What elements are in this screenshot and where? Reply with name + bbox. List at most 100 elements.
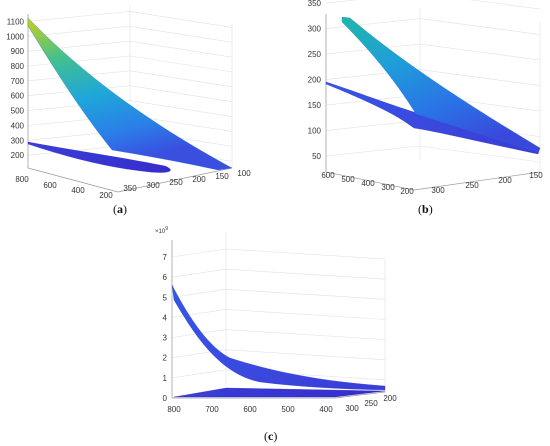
x-tick-label: 600 bbox=[43, 181, 57, 190]
grid-line bbox=[325, 145, 421, 157]
y-tick-label: 250 bbox=[169, 178, 183, 187]
x-tick-label: 800 bbox=[15, 175, 29, 184]
z-grid-c bbox=[171, 248, 386, 381]
z-tick-label: 50 bbox=[312, 152, 321, 161]
grid-line bbox=[225, 349, 386, 361]
grid-line bbox=[27, 55, 131, 67]
grid-line bbox=[225, 268, 386, 280]
z-tick-label: 500 bbox=[11, 107, 25, 116]
x-tick-label: 400 bbox=[71, 186, 85, 195]
y-tick-label: 250 bbox=[465, 181, 479, 190]
z-ticks-a: 200 300 400 500 600 700 800 900 1000 1100 bbox=[6, 17, 24, 160]
grid-line bbox=[419, 69, 541, 86]
y-tick-label: 200 bbox=[192, 175, 206, 184]
y-tick-label: 100 bbox=[237, 169, 251, 178]
lower-surface-c bbox=[173, 387, 386, 398]
x-ticks-a: 800 600 400 200 bbox=[15, 175, 113, 200]
x-ticks-b: 600 500 400 300 200 bbox=[321, 171, 414, 196]
z-tick-label: 3 bbox=[163, 334, 168, 343]
exponent-label-c: ×109 bbox=[155, 226, 168, 235]
grid-line bbox=[129, 70, 233, 88]
grid-line bbox=[325, 0, 358, 4]
z-tick-label: 5 bbox=[163, 293, 168, 302]
y-tick-label: 200 bbox=[383, 394, 397, 403]
x-tick-label: 500 bbox=[281, 405, 295, 414]
grid-line bbox=[129, 55, 233, 73]
x-tick-label: 200 bbox=[99, 191, 113, 200]
z-tick-label: 2 bbox=[163, 354, 168, 363]
grid-line bbox=[225, 288, 386, 300]
grid-line bbox=[325, 18, 421, 29]
x-tick-label: 500 bbox=[341, 175, 355, 184]
y-tick-label: 250 bbox=[364, 399, 378, 408]
z-ticks-b: 50 100 150 200 250 300 350 bbox=[308, 0, 322, 161]
grid-line bbox=[171, 268, 227, 278]
axes-box-c bbox=[171, 240, 386, 399]
z-tick-label: 200 bbox=[11, 151, 25, 160]
grid-line bbox=[171, 288, 227, 298]
z-tick-label: 7 bbox=[163, 253, 168, 262]
y-tick-label: 300 bbox=[146, 181, 160, 190]
grid-line bbox=[171, 309, 227, 318]
panel-a: 200 300 400 500 600 700 800 900 1000 1100 800 600 4… bbox=[6, 6, 251, 216]
z-tick-label: 4 bbox=[163, 313, 168, 322]
z-tick-label: 200 bbox=[308, 76, 322, 85]
grid-line bbox=[419, 145, 541, 163]
x-tick-label: 600 bbox=[243, 405, 257, 414]
axes-box-b bbox=[325, 14, 541, 191]
x-tick-label: 600 bbox=[321, 171, 335, 180]
grid-line bbox=[225, 248, 386, 260]
grid-line bbox=[469, 0, 541, 10]
y-tick-label: 300 bbox=[431, 186, 445, 195]
y-tick-label: 200 bbox=[498, 176, 512, 185]
z-tick-label: 300 bbox=[308, 25, 322, 34]
z-tick-label: 1 bbox=[163, 374, 168, 383]
y-tick-label: 150 bbox=[215, 172, 229, 181]
z-tick-label: 900 bbox=[11, 47, 25, 56]
grid-line bbox=[129, 11, 233, 28]
z-tick-label: 600 bbox=[11, 92, 25, 101]
grid-line bbox=[419, 18, 541, 35]
grid-line bbox=[129, 85, 233, 103]
grid-line bbox=[419, 43, 541, 61]
y-ticks-a: 350 300 250 200 150 100 bbox=[123, 169, 251, 193]
z-tick-label: 0 bbox=[163, 394, 168, 403]
grid-line bbox=[129, 25, 233, 43]
y-ticks-c: 300 250 200 bbox=[345, 394, 397, 413]
grid-line bbox=[171, 248, 227, 258]
upper-surface-a bbox=[27, 17, 233, 171]
z-tick-label: 1000 bbox=[6, 32, 24, 41]
y-tick-label: 350 bbox=[123, 184, 137, 193]
grid-line bbox=[225, 309, 386, 320]
x-tick-label: 200 bbox=[400, 187, 414, 196]
z-tick-label: 400 bbox=[11, 121, 25, 130]
grid-line bbox=[27, 11, 131, 22]
z-tick-label: 700 bbox=[11, 77, 25, 86]
z-tick-label: 100 bbox=[308, 127, 322, 136]
z-tick-label: 800 bbox=[11, 62, 25, 71]
z-tick-label: 300 bbox=[11, 136, 25, 145]
grid-line bbox=[129, 100, 233, 117]
grid-line bbox=[225, 329, 386, 340]
x-tick-label: 700 bbox=[205, 405, 219, 414]
grid-line bbox=[129, 40, 233, 58]
caption-c: (c) bbox=[264, 429, 277, 443]
x-ticks-c: 800 700 600 500 400 bbox=[167, 405, 333, 414]
y-ticks-b: 300 250 200 150 bbox=[431, 171, 543, 195]
z-tick-label: 1100 bbox=[7, 17, 25, 26]
caption-b: (b) bbox=[418, 202, 433, 216]
panel-b: 50 100 150 200 250 300 350 600 500 400 300 200 300… bbox=[308, 0, 543, 216]
z-tick-label: 250 bbox=[308, 50, 322, 59]
y-tick-label: 300 bbox=[345, 404, 359, 413]
x-tick-label: 400 bbox=[361, 179, 375, 188]
z-tick-label: 350 bbox=[308, 0, 322, 8]
x-tick-label: 400 bbox=[319, 405, 333, 414]
z-ticks-c: 0 1 2 3 4 5 6 7 bbox=[163, 253, 168, 403]
upper-surface-c bbox=[171, 284, 386, 391]
x-tick-label: 800 bbox=[167, 405, 181, 414]
grid-line bbox=[171, 369, 227, 379]
lower-surface-a bbox=[27, 141, 171, 173]
x-tick-label: 300 bbox=[381, 183, 395, 192]
upper-surface-b bbox=[341, 16, 541, 153]
